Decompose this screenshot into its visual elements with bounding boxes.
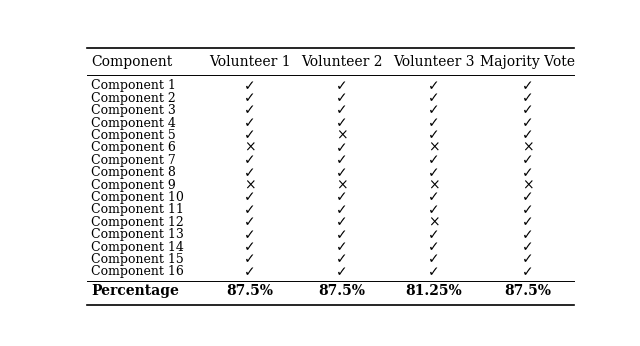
Text: Component 12: Component 12 [92, 216, 184, 229]
Text: ✓: ✓ [522, 253, 534, 266]
Text: ✓: ✓ [428, 228, 439, 242]
Text: ✓: ✓ [336, 79, 348, 93]
Text: Component 8: Component 8 [92, 166, 176, 179]
Text: ✓: ✓ [522, 166, 534, 180]
Text: ✓: ✓ [244, 203, 256, 217]
Text: Component 6: Component 6 [92, 142, 176, 154]
Text: ✓: ✓ [336, 203, 348, 217]
Text: ×: × [428, 141, 439, 155]
Text: Volunteer 2: Volunteer 2 [301, 55, 382, 69]
Text: ×: × [428, 178, 439, 192]
Text: Volunteer 3: Volunteer 3 [393, 55, 474, 69]
Text: ✓: ✓ [522, 153, 534, 167]
Text: ✓: ✓ [244, 104, 256, 118]
Text: ✓: ✓ [336, 104, 348, 118]
Text: ✓: ✓ [336, 240, 348, 254]
Text: ✓: ✓ [244, 153, 256, 167]
Text: ✓: ✓ [428, 79, 439, 93]
Text: 87.5%: 87.5% [318, 284, 365, 298]
Text: Majority Vote: Majority Vote [480, 55, 575, 69]
Text: ✓: ✓ [428, 190, 439, 204]
Text: Component 13: Component 13 [92, 228, 184, 241]
Text: Component 4: Component 4 [92, 117, 176, 129]
Text: ✓: ✓ [244, 128, 256, 143]
Text: ✓: ✓ [428, 253, 439, 266]
Text: ✓: ✓ [336, 228, 348, 242]
Text: ✓: ✓ [428, 153, 439, 167]
Text: ✓: ✓ [522, 79, 534, 93]
Text: ✓: ✓ [522, 265, 534, 279]
Text: Component 2: Component 2 [92, 92, 176, 105]
Text: Component 9: Component 9 [92, 179, 176, 192]
Text: ✓: ✓ [428, 116, 439, 130]
Text: ✓: ✓ [244, 228, 256, 242]
Text: ×: × [336, 178, 348, 192]
Text: Component 7: Component 7 [92, 154, 176, 167]
Text: ×: × [522, 141, 534, 155]
Text: ✓: ✓ [336, 190, 348, 204]
Text: ✓: ✓ [336, 215, 348, 229]
Text: ✓: ✓ [336, 265, 348, 279]
Text: Volunteer 1: Volunteer 1 [209, 55, 291, 69]
Text: ✓: ✓ [428, 91, 439, 105]
Text: ✓: ✓ [522, 228, 534, 242]
Text: ✓: ✓ [244, 166, 256, 180]
Text: ✓: ✓ [522, 190, 534, 204]
Text: Component 5: Component 5 [92, 129, 176, 142]
Text: ✓: ✓ [244, 79, 256, 93]
Text: Component 15: Component 15 [92, 253, 184, 266]
Text: ✓: ✓ [522, 128, 534, 143]
Text: 87.5%: 87.5% [504, 284, 551, 298]
Text: Component 16: Component 16 [92, 265, 184, 279]
Text: Component 1: Component 1 [92, 79, 176, 92]
Text: ×: × [336, 128, 348, 143]
Text: ✓: ✓ [522, 203, 534, 217]
Text: ✓: ✓ [244, 215, 256, 229]
Text: 81.25%: 81.25% [405, 284, 462, 298]
Text: ✓: ✓ [428, 265, 439, 279]
Text: Component: Component [92, 55, 173, 69]
Text: Component 11: Component 11 [92, 203, 184, 216]
Text: ✓: ✓ [428, 104, 439, 118]
Text: ✓: ✓ [522, 215, 534, 229]
Text: ×: × [244, 141, 256, 155]
Text: ✓: ✓ [428, 128, 439, 143]
Text: ×: × [244, 178, 256, 192]
Text: ✓: ✓ [522, 104, 534, 118]
Text: Component 14: Component 14 [92, 240, 184, 254]
Text: ✓: ✓ [522, 240, 534, 254]
Text: ✓: ✓ [428, 240, 439, 254]
Text: ✓: ✓ [244, 91, 256, 105]
Text: ✓: ✓ [244, 190, 256, 204]
Text: ✓: ✓ [244, 240, 256, 254]
Text: ✓: ✓ [336, 253, 348, 266]
Text: Component 3: Component 3 [92, 104, 176, 117]
Text: 87.5%: 87.5% [227, 284, 273, 298]
Text: ✓: ✓ [522, 91, 534, 105]
Text: ✓: ✓ [244, 265, 256, 279]
Text: ✓: ✓ [428, 203, 439, 217]
Text: ✓: ✓ [336, 153, 348, 167]
Text: Component 10: Component 10 [92, 191, 184, 204]
Text: ✓: ✓ [336, 166, 348, 180]
Text: ✓: ✓ [336, 91, 348, 105]
Text: ✓: ✓ [522, 116, 534, 130]
Text: ✓: ✓ [428, 166, 439, 180]
Text: ✓: ✓ [244, 116, 256, 130]
Text: ✓: ✓ [336, 116, 348, 130]
Text: ×: × [522, 178, 534, 192]
Text: ✓: ✓ [336, 141, 348, 155]
Text: Percentage: Percentage [92, 284, 179, 298]
Text: ×: × [428, 215, 439, 229]
Text: ✓: ✓ [244, 253, 256, 266]
